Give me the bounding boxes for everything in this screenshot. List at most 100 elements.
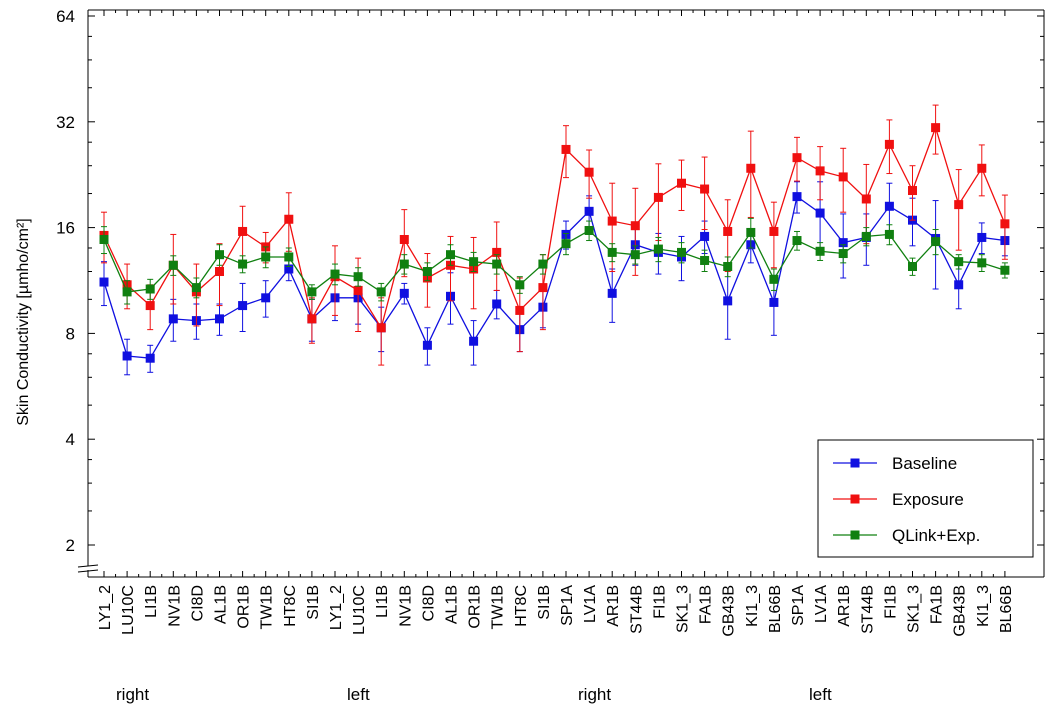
data-point [215, 314, 224, 324]
data-point [700, 231, 710, 241]
legend-label: Baseline [892, 454, 957, 473]
data-point [261, 252, 271, 262]
data-point [815, 166, 825, 176]
x-tick-label: SI1B [536, 585, 553, 620]
x-tick-label: LY1_2 [328, 585, 345, 630]
data-point [884, 139, 894, 149]
x-tick-label: SK1_3 [906, 585, 923, 633]
data-point [792, 153, 802, 163]
data-point [584, 225, 594, 235]
data-point [422, 340, 432, 350]
data-point [954, 280, 964, 290]
data-point [584, 167, 594, 177]
x-tick-label: OR1B [236, 585, 253, 629]
data-point [723, 226, 733, 236]
y-axis-label: Skin Conductivity [µmho/cm²] [15, 218, 32, 426]
data-point [861, 194, 871, 204]
x-tick-label: LI1B [374, 585, 391, 618]
data-point [122, 287, 132, 297]
data-point [908, 262, 917, 272]
data-point [99, 234, 109, 244]
x-tick-label: SP1A [790, 585, 807, 626]
data-point [884, 229, 894, 239]
x-tick-label: SP1A [559, 585, 576, 626]
y-tick-label: 32 [56, 113, 75, 132]
data-point [607, 216, 617, 226]
data-point [584, 206, 594, 216]
axes [77, 9, 1045, 578]
data-point [422, 267, 432, 277]
series-line [103, 229, 1006, 293]
x-tick-label: CI8D [420, 585, 437, 621]
x-tick-label: KI1_3 [975, 585, 992, 627]
x-tick-label: HT8C [282, 585, 299, 627]
data-point [469, 257, 479, 267]
data-point [538, 283, 548, 293]
x-tick-label: GB43B [721, 585, 738, 637]
data-point [677, 178, 686, 188]
data-point [815, 246, 825, 256]
x-tick-label: LV1A [582, 585, 599, 623]
x-tick-label: KI1_3 [744, 585, 761, 627]
data-point [399, 288, 409, 298]
x-tick-label: FI1B [651, 585, 668, 619]
x-tick-label: FI1B [882, 585, 899, 619]
x-tick-label: LV1A [813, 585, 830, 623]
data-point [261, 293, 271, 303]
x-tick-label: LU10C [351, 585, 368, 635]
data-point [630, 221, 640, 231]
x-tick-labels: LY1_2 LU10C LI1B NV1B CI8D AL1B OR1B TW1B HT8C SI… [97, 585, 1015, 637]
y-tick-label: 8 [66, 324, 75, 343]
legend-label: QLink+Exp. [892, 526, 980, 545]
legend-marker [850, 494, 860, 504]
x-tick-label: HT8C [513, 585, 530, 627]
data-point [469, 336, 479, 346]
x-tick-label: LI1B [143, 585, 160, 618]
data-point [977, 232, 987, 242]
series-line [103, 195, 1005, 359]
data-point [861, 231, 871, 241]
data-point [908, 186, 917, 196]
data-point [769, 274, 779, 284]
group-label: left [347, 685, 370, 704]
data-point [446, 250, 455, 260]
data-point [353, 272, 363, 282]
y-tick-label: 64 [56, 7, 75, 26]
legend-marker [850, 530, 860, 540]
data-point [307, 314, 317, 324]
data-point [838, 172, 848, 182]
x-tick-label: BL66B [767, 585, 784, 633]
data-point [1000, 219, 1010, 229]
data-point [630, 250, 640, 260]
data-point [145, 301, 155, 311]
data-point [746, 163, 756, 173]
data-point [954, 257, 964, 267]
data-point [653, 244, 663, 254]
x-tick-label: SK1_3 [675, 585, 692, 633]
data-point [723, 296, 733, 306]
x-tick-label: TW1B [490, 585, 507, 629]
data-point [723, 262, 733, 272]
legend-marker [850, 458, 860, 468]
data-point [238, 301, 248, 311]
data-point [931, 237, 941, 247]
x-tick-label: BL66B [998, 585, 1015, 633]
data-point [376, 287, 386, 297]
data-point [815, 208, 825, 218]
x-tick-label: GB43B [952, 585, 969, 637]
data-point [977, 258, 987, 268]
group-label: left [809, 685, 832, 704]
data-point [376, 323, 386, 333]
x-tick-label: ST44B [859, 585, 876, 634]
series-Baseline [99, 181, 1010, 376]
data-point [769, 226, 779, 236]
data-point [700, 184, 710, 194]
x-tick-label: CI8D [189, 585, 206, 621]
data-point [653, 192, 663, 202]
data-point [492, 259, 502, 269]
data-point [561, 144, 571, 154]
data-point [99, 277, 109, 287]
data-point [607, 288, 617, 298]
data-point [769, 297, 779, 307]
data-point [284, 214, 294, 224]
